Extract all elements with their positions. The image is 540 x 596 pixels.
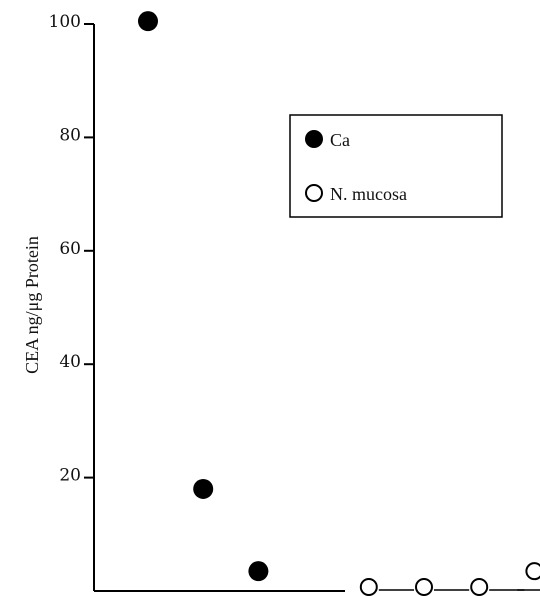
n-mucosa-point-0: [359, 578, 378, 596]
y-tick-label-80: 80: [59, 125, 81, 145]
n-mucosa-point-1: [415, 578, 433, 596]
legend-marker-ca: [305, 130, 323, 148]
n-mucosa-point-3: [525, 562, 540, 581]
legend-label-n-mucosa: N. mucosa: [330, 184, 407, 204]
legend-box: [289, 114, 503, 218]
legend-label-ca: Ca: [330, 130, 350, 150]
ca-point-2: [248, 561, 269, 582]
y-axis-label: CEA ng/μg Protein: [22, 236, 42, 374]
n-mucosa-point-2: [470, 578, 489, 596]
legend-marker-n-mucosa: [305, 184, 323, 202]
ca-point-0: [138, 11, 158, 32]
y-tick-label-40: 40: [59, 352, 81, 372]
y-tick-label-60: 60: [59, 239, 81, 259]
legend: Ca N. mucosa: [289, 114, 503, 218]
y-ticks: 20 40 60 80 100: [49, 12, 94, 486]
y-tick-label-20: 20: [59, 466, 81, 486]
ca-point-1: [193, 478, 214, 499]
data-points: [138, 11, 540, 596]
y-tick-label-100: 100: [49, 12, 81, 32]
axes: [93, 24, 345, 592]
